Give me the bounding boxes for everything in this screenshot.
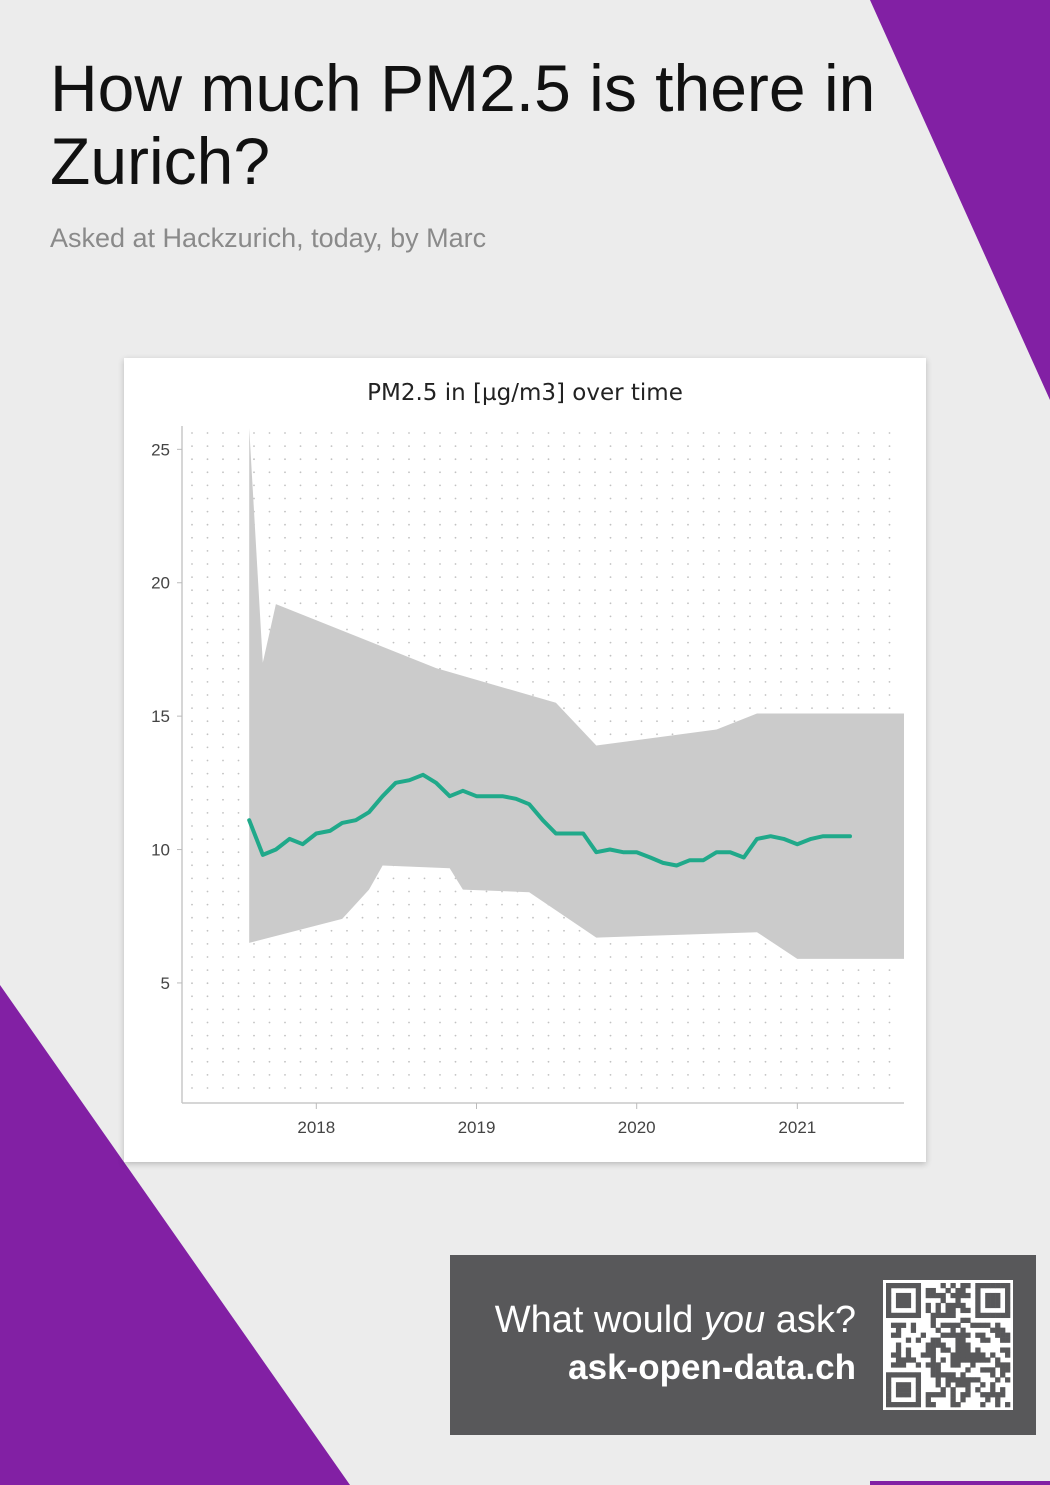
cta-url-link[interactable]: ask-open-data.ch: [568, 1348, 856, 1387]
chart-card: PM2.5 in [µg/m3] over time 5 10 15 20 25 2018…: [124, 358, 926, 1162]
page-subtitle: Asked at Hackzurich, today, by Marc: [50, 223, 487, 253]
cta-question: What would you ask?: [495, 1299, 856, 1342]
x-tick-label: 2018: [297, 1118, 335, 1137]
range-band: [249, 428, 904, 959]
series-line: [247, 772, 852, 868]
call-to-action-box: What would you ask? ask-open-data.ch: [450, 1255, 1036, 1435]
purple-corner-bottom-left: [0, 985, 350, 1485]
y-tick-label: 15: [151, 707, 170, 726]
x-tick-label: 2020: [618, 1118, 656, 1137]
page-title: How much PM2.5 is there in Zurich?: [50, 51, 876, 198]
y-tick-label: 25: [151, 440, 170, 459]
y-tick-label: 5: [161, 974, 170, 993]
chart-title: PM2.5 in [µg/m3] over time: [367, 380, 683, 406]
y-tick-label: 10: [151, 841, 170, 860]
purple-corner-top-right: [870, 0, 1050, 400]
qr-code-icon[interactable]: [883, 1280, 1013, 1410]
cta-question-suffix: ask?: [765, 1299, 856, 1341]
cta-question-prefix: What would: [494, 1299, 704, 1341]
chart-plot: 5 10 15 20 25 2018 2019 2020 2021: [151, 426, 904, 1137]
cta-question-emphasis: you: [703, 1299, 766, 1341]
x-tick-label: 2019: [458, 1118, 496, 1137]
y-tick-label: 20: [151, 574, 170, 593]
x-tick-label: 2021: [778, 1118, 816, 1137]
